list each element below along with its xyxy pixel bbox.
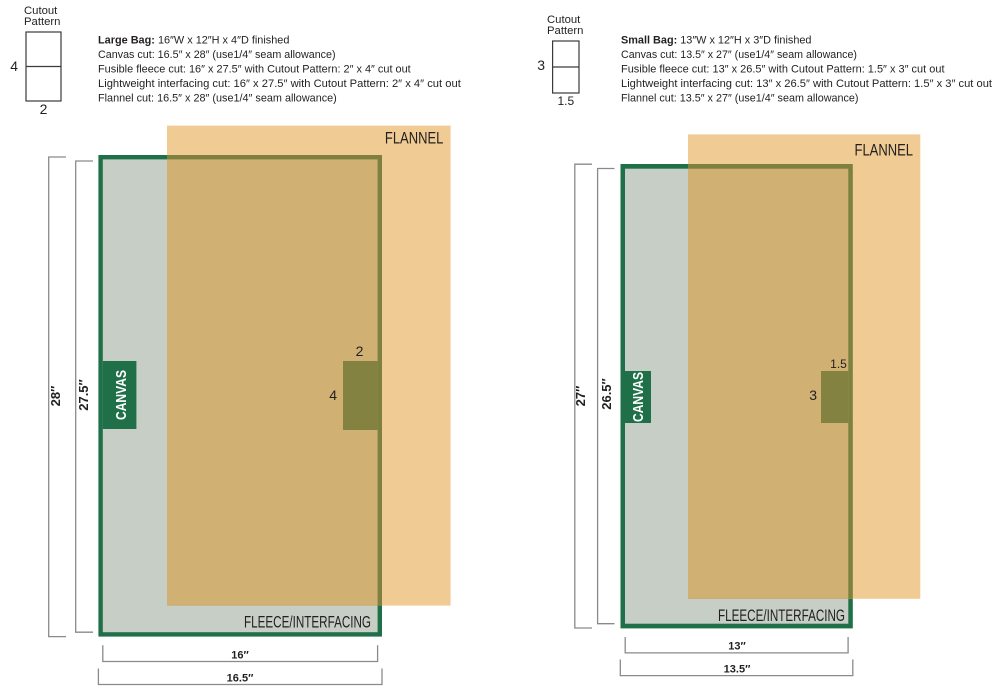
svg-text:Large Bag: 16″W x 12″H x 4″D f: Large Bag: 16″W x 12″H x 4″D finished bbox=[98, 35, 289, 47]
svg-text:26.5″: 26.5″ bbox=[599, 378, 614, 410]
svg-text:Canvas cut: 16.5″ x 28″ (use1/: Canvas cut: 16.5″ x 28″ (use1/4″ seam al… bbox=[98, 49, 336, 61]
svg-text:Pattern: Pattern bbox=[547, 25, 583, 37]
svg-text:3: 3 bbox=[809, 387, 817, 403]
svg-text:4: 4 bbox=[10, 58, 18, 74]
svg-text:1.5: 1.5 bbox=[557, 94, 574, 108]
svg-text:1.5: 1.5 bbox=[830, 357, 847, 371]
svg-text:Lightweight interfacing cut: 1: Lightweight interfacing cut: 16″ x 27.5″… bbox=[98, 78, 462, 90]
svg-text:Cutout: Cutout bbox=[24, 5, 58, 17]
svg-text:13.5″: 13.5″ bbox=[724, 664, 751, 676]
svg-text:Flannel cut: 16.5″ x 28″ (use1: Flannel cut: 16.5″ x 28″ (use1/4″ seam a… bbox=[98, 93, 337, 105]
svg-text:Fusible fleece cut: 13″ x 26.5: Fusible fleece cut: 13″ x 26.5″ with Cut… bbox=[621, 64, 945, 76]
svg-text:FLANNEL: FLANNEL bbox=[855, 142, 914, 160]
svg-text:4: 4 bbox=[329, 387, 337, 403]
svg-text:2: 2 bbox=[356, 343, 364, 359]
svg-text:FLANNEL: FLANNEL bbox=[385, 130, 444, 148]
svg-text:13″: 13″ bbox=[728, 641, 746, 653]
svg-text:27″: 27″ bbox=[573, 386, 588, 407]
svg-text:Pattern: Pattern bbox=[24, 16, 60, 28]
svg-text:FLEECE/INTERFACING: FLEECE/INTERFACING bbox=[718, 607, 845, 625]
svg-text:CANVAS: CANVAS bbox=[631, 372, 647, 422]
svg-text:16.5″: 16.5″ bbox=[227, 673, 254, 685]
svg-text:Fusible fleece cut: 16″ x 27.5: Fusible fleece cut: 16″ x 27.5″ with Cut… bbox=[98, 64, 412, 76]
svg-text:Cutout: Cutout bbox=[547, 14, 581, 26]
svg-text:Flannel cut: 13.5″ x 27″ (use1: Flannel cut: 13.5″ x 27″ (use1/4″ seam a… bbox=[621, 93, 859, 105]
svg-text:FLEECE/INTERFACING: FLEECE/INTERFACING bbox=[244, 614, 371, 632]
svg-text:CANVAS: CANVAS bbox=[114, 370, 130, 420]
svg-text:27.5″: 27.5″ bbox=[76, 379, 91, 411]
svg-text:28″: 28″ bbox=[48, 386, 63, 407]
svg-text:Small Bag: 13″W x 12″H x 3″D f: Small Bag: 13″W x 12″H x 3″D finished bbox=[621, 35, 812, 47]
svg-text:16″: 16″ bbox=[231, 650, 249, 662]
svg-text:Canvas cut: 13.5″ x 27″ (use1/: Canvas cut: 13.5″ x 27″ (use1/4″ seam al… bbox=[621, 49, 857, 61]
svg-text:Lightweight interfacing cut: 1: Lightweight interfacing cut: 13″ x 26.5″… bbox=[621, 78, 993, 90]
svg-text:3: 3 bbox=[537, 57, 545, 73]
svg-text:2: 2 bbox=[40, 101, 48, 117]
